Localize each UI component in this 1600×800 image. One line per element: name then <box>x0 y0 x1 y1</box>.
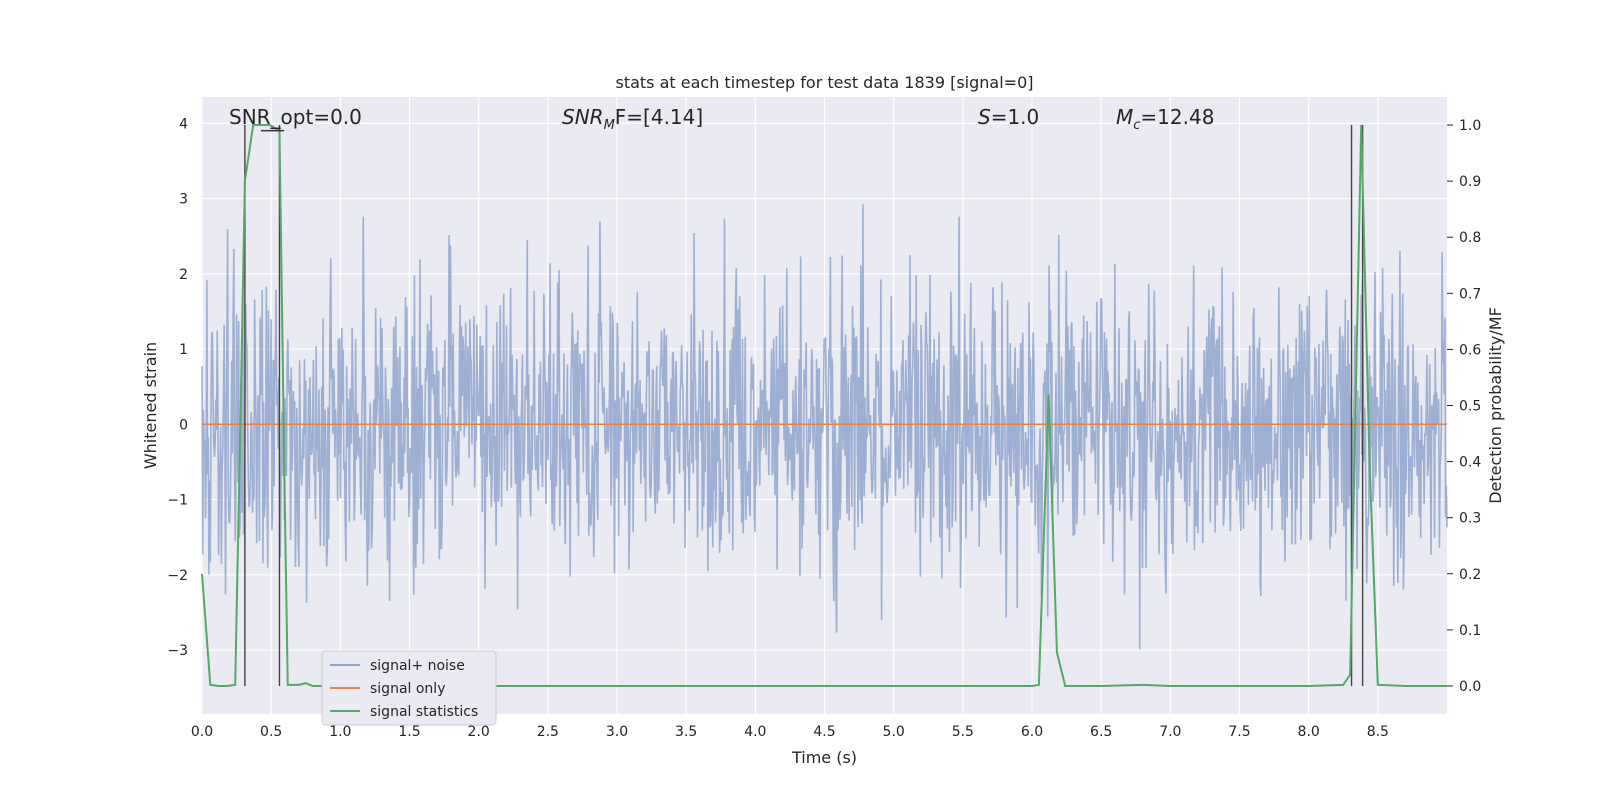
y-tick-label: 4 <box>179 116 188 132</box>
y2-tick-label: 0.5 <box>1459 399 1481 415</box>
y2-tick-label: 0.4 <box>1459 455 1481 471</box>
x-tick-label: 2.5 <box>537 724 559 740</box>
x-tick-label: 7.5 <box>1228 724 1250 740</box>
legend-box <box>321 650 497 726</box>
signal-statistics-line <box>201 124 1447 687</box>
legend-label-signal-noise: signal+ noise <box>370 658 465 674</box>
y-tick-label: 2 <box>179 267 188 283</box>
y-tick-label: −1 <box>167 493 188 509</box>
x-tick-labels: 0.0 0.5 1.0 1.5 2.0 2.5 3.0 3.5 4.0 4.5 5.0 5.5 6.0 6… <box>191 724 1389 740</box>
y2-tick-label: 0.8 <box>1459 230 1481 246</box>
legend-label-signal-only: signal only <box>370 681 445 697</box>
y-tick-label: 3 <box>179 192 188 208</box>
y2-tick-label: 0.0 <box>1459 679 1481 695</box>
y2-tick-label: 0.7 <box>1459 286 1481 302</box>
x-tick-label: 1.5 <box>398 724 420 740</box>
x-tick-label: 8.0 <box>1298 724 1320 740</box>
y2-tick-label: 1.0 <box>1459 118 1481 134</box>
series-signal-statistics <box>201 124 1447 687</box>
x-tick-label: 4.0 <box>744 724 766 740</box>
legend-label-signal-statistics: signal statistics <box>370 704 478 720</box>
signal-noise-line <box>201 204 1448 650</box>
x-tick-label: 5.0 <box>883 724 905 740</box>
series-signal-noise <box>201 204 1448 650</box>
y2-tick-label: 0.3 <box>1459 511 1481 527</box>
annotation-mc-suffix: =12.48 <box>1140 105 1214 129</box>
y2-tick-label: 0.6 <box>1459 342 1481 358</box>
x-tick-label: 0.5 <box>260 724 282 740</box>
annotation-snr-opt: SNR_opt=0.0 <box>229 105 362 129</box>
annotation-snr-mf-suffix: F=[4.14] <box>615 105 703 129</box>
annotation-mc-prefix: M <box>1116 105 1133 129</box>
y-tick-label: −2 <box>167 568 188 584</box>
legend: signal+ noise signal only signal statist… <box>321 650 497 726</box>
y-tick-label: 1 <box>179 342 188 358</box>
x-tick-label: 3.5 <box>675 724 697 740</box>
y2-tick-label: 0.1 <box>1459 623 1481 639</box>
y-tick-labels: −3 −2 −1 0 1 2 3 4 <box>167 116 188 659</box>
y-tick-label: −3 <box>167 643 188 659</box>
y2-axis-label: Detection probability/MF <box>1486 307 1505 504</box>
y-axis-label: Whitened strain <box>141 342 160 469</box>
x-tick-label: 6.5 <box>1090 724 1112 740</box>
y-tick-label: 0 <box>179 417 188 433</box>
x-tick-label: 8.5 <box>1367 724 1389 740</box>
x-tick-label: 0.0 <box>191 724 213 740</box>
annotation-mc-sub: c <box>1133 118 1140 133</box>
annotation-s-suffix: =1.0 <box>991 105 1040 129</box>
x-tick-label: 1.0 <box>329 724 351 740</box>
y2-tick-label: 0.2 <box>1459 567 1481 583</box>
x-tick-label: 3.0 <box>606 724 628 740</box>
x-tick-label: 4.5 <box>813 724 835 740</box>
chart-title: stats at each timestep for test data 183… <box>615 73 1033 92</box>
x-tick-label: 7.0 <box>1159 724 1181 740</box>
annotation-s: S=1.0 <box>978 105 1039 129</box>
annotation-mc: Mc=12.48 <box>1116 105 1214 133</box>
x-tick-label: 2.0 <box>468 724 490 740</box>
x-tick-label: 6.0 <box>1021 724 1043 740</box>
x-tick-label: 5.5 <box>952 724 974 740</box>
annotation-snr-mf: SNRMF=[4.14] <box>562 105 703 133</box>
annotation-snr-mf-sub: M <box>604 118 615 133</box>
y2-tick-labels: 0.0 0.1 0.2 0.3 0.4 0.5 0.6 0.7 0.8 0.9 1.0 <box>1447 118 1481 695</box>
x-axis-label: Time (s) <box>791 748 857 767</box>
annotation-s-prefix: S <box>978 105 991 129</box>
y2-tick-label: 0.9 <box>1459 174 1481 190</box>
annotation-snr-mf-prefix: SNR <box>562 105 604 129</box>
